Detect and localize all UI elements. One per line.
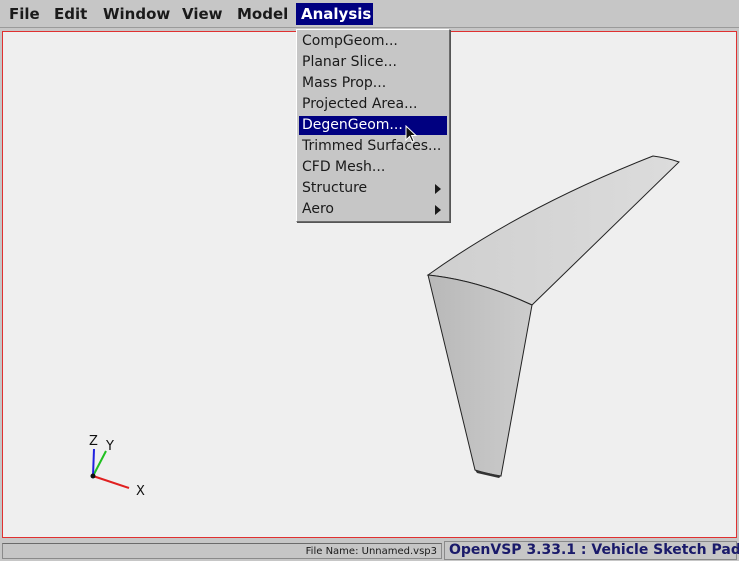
menu-item-aero-label: Aero	[302, 201, 334, 217]
menu-analysis[interactable]: Analysis	[296, 3, 373, 25]
viewport-canvas: X Y Z	[89, 155, 680, 499]
app-title: OpenVSP 3.33.1 : Vehicle Sketch Pad	[449, 542, 739, 558]
status-bar: File Name: Unnamed.vsp3	[2, 543, 442, 559]
menu-edit[interactable]: Edit	[54, 5, 88, 23]
menu-file[interactable]: File	[9, 5, 40, 23]
z-axis-line	[92, 448, 95, 477]
x-axis-label: X	[136, 484, 145, 499]
axis-triad: X Y Z	[89, 434, 145, 499]
x-axis-line	[92, 475, 130, 489]
menu-item-degengeom[interactable]: DegenGeom...	[299, 116, 447, 135]
mouse-cursor-icon	[405, 125, 418, 143]
wing-lower-panel[interactable]	[427, 274, 533, 477]
y-axis-label: Y	[105, 439, 114, 454]
file-name-label: File Name: Unnamed.vsp3	[305, 546, 437, 557]
menu-item-mass-prop[interactable]: Mass Prop...	[302, 75, 387, 91]
menu-window[interactable]: Window	[103, 5, 171, 23]
y-axis-line	[92, 450, 107, 477]
menu-item-compgeom[interactable]: CompGeom...	[302, 33, 398, 49]
analysis-dropdown: CompGeom... Planar Slice... Mass Prop...…	[296, 29, 450, 222]
menu-item-trimmed-surfaces[interactable]: Trimmed Surfaces...	[302, 138, 442, 154]
menu-item-aero[interactable]: Aero	[299, 200, 447, 219]
menu-item-cfd-mesh[interactable]: CFD Mesh...	[302, 159, 386, 175]
menu-view[interactable]: View	[182, 5, 223, 23]
menu-item-structure-label: Structure	[302, 180, 368, 196]
z-axis-label: Z	[89, 434, 98, 449]
menu-item-structure[interactable]: Structure	[299, 179, 447, 198]
axis-origin	[90, 473, 96, 479]
submenu-arrow-icon	[435, 184, 441, 194]
submenu-arrow-icon	[435, 205, 441, 215]
menu-model[interactable]: Model	[237, 5, 289, 23]
menu-item-projected-area[interactable]: Projected Area...	[302, 96, 418, 112]
wing-tip	[475, 470, 501, 478]
menubar: File Edit Window View Model Analysis	[0, 0, 739, 28]
menu-item-planar-slice[interactable]: Planar Slice...	[302, 54, 397, 70]
app-title-bar: OpenVSP 3.33.1 : Vehicle Sketch Pad	[444, 541, 739, 560]
